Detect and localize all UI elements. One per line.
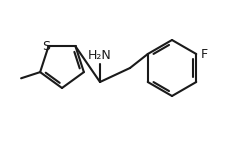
Text: F: F bbox=[201, 48, 208, 60]
Text: H₂N: H₂N bbox=[88, 49, 112, 62]
Text: S: S bbox=[43, 40, 51, 53]
